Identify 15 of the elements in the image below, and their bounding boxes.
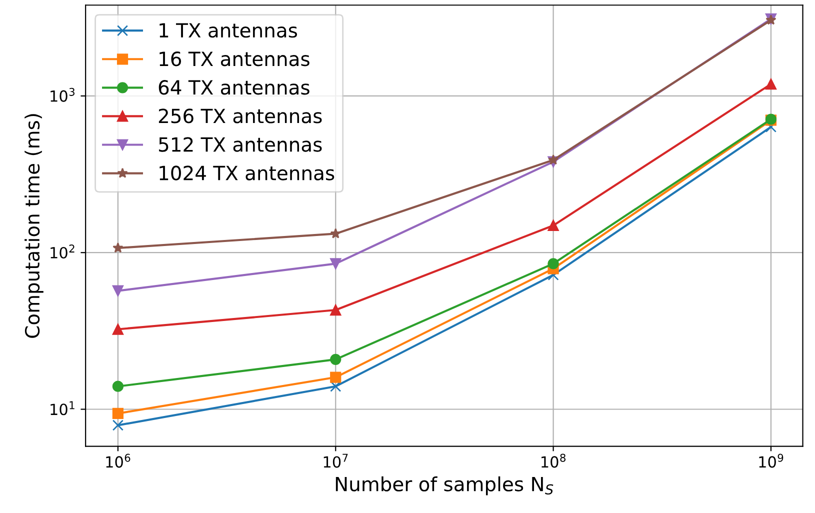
legend-label: 256 TX antennas [158,108,322,124]
y-tick-label: 10$^{1}$ [50,401,74,416]
x-tick-label: 10$^{9}$ [759,454,784,468]
y-axis-title: Computation time (ms) [24,114,44,338]
legend-label: 16 TX antennas [160,52,310,66]
x-axis-title: Number of samples N$_{S}$ [336,476,554,496]
legend-label: 512 TX antennas [159,137,322,152]
x-tick-label: 10$^{8}$ [542,454,566,468]
x-tick-label: 10$^{7}$ [324,454,348,468]
legend-label: 64 TX antennas [158,80,310,95]
y-tick-label: 10$^{2}$ [50,244,74,259]
x-tick-label: 10$^{6}$ [106,454,130,468]
legend-label: 1 TX antennas [160,23,298,38]
legend-label: 1024 TX antennas [160,166,334,180]
y-tick-label: 10$^{3}$ [50,88,74,102]
